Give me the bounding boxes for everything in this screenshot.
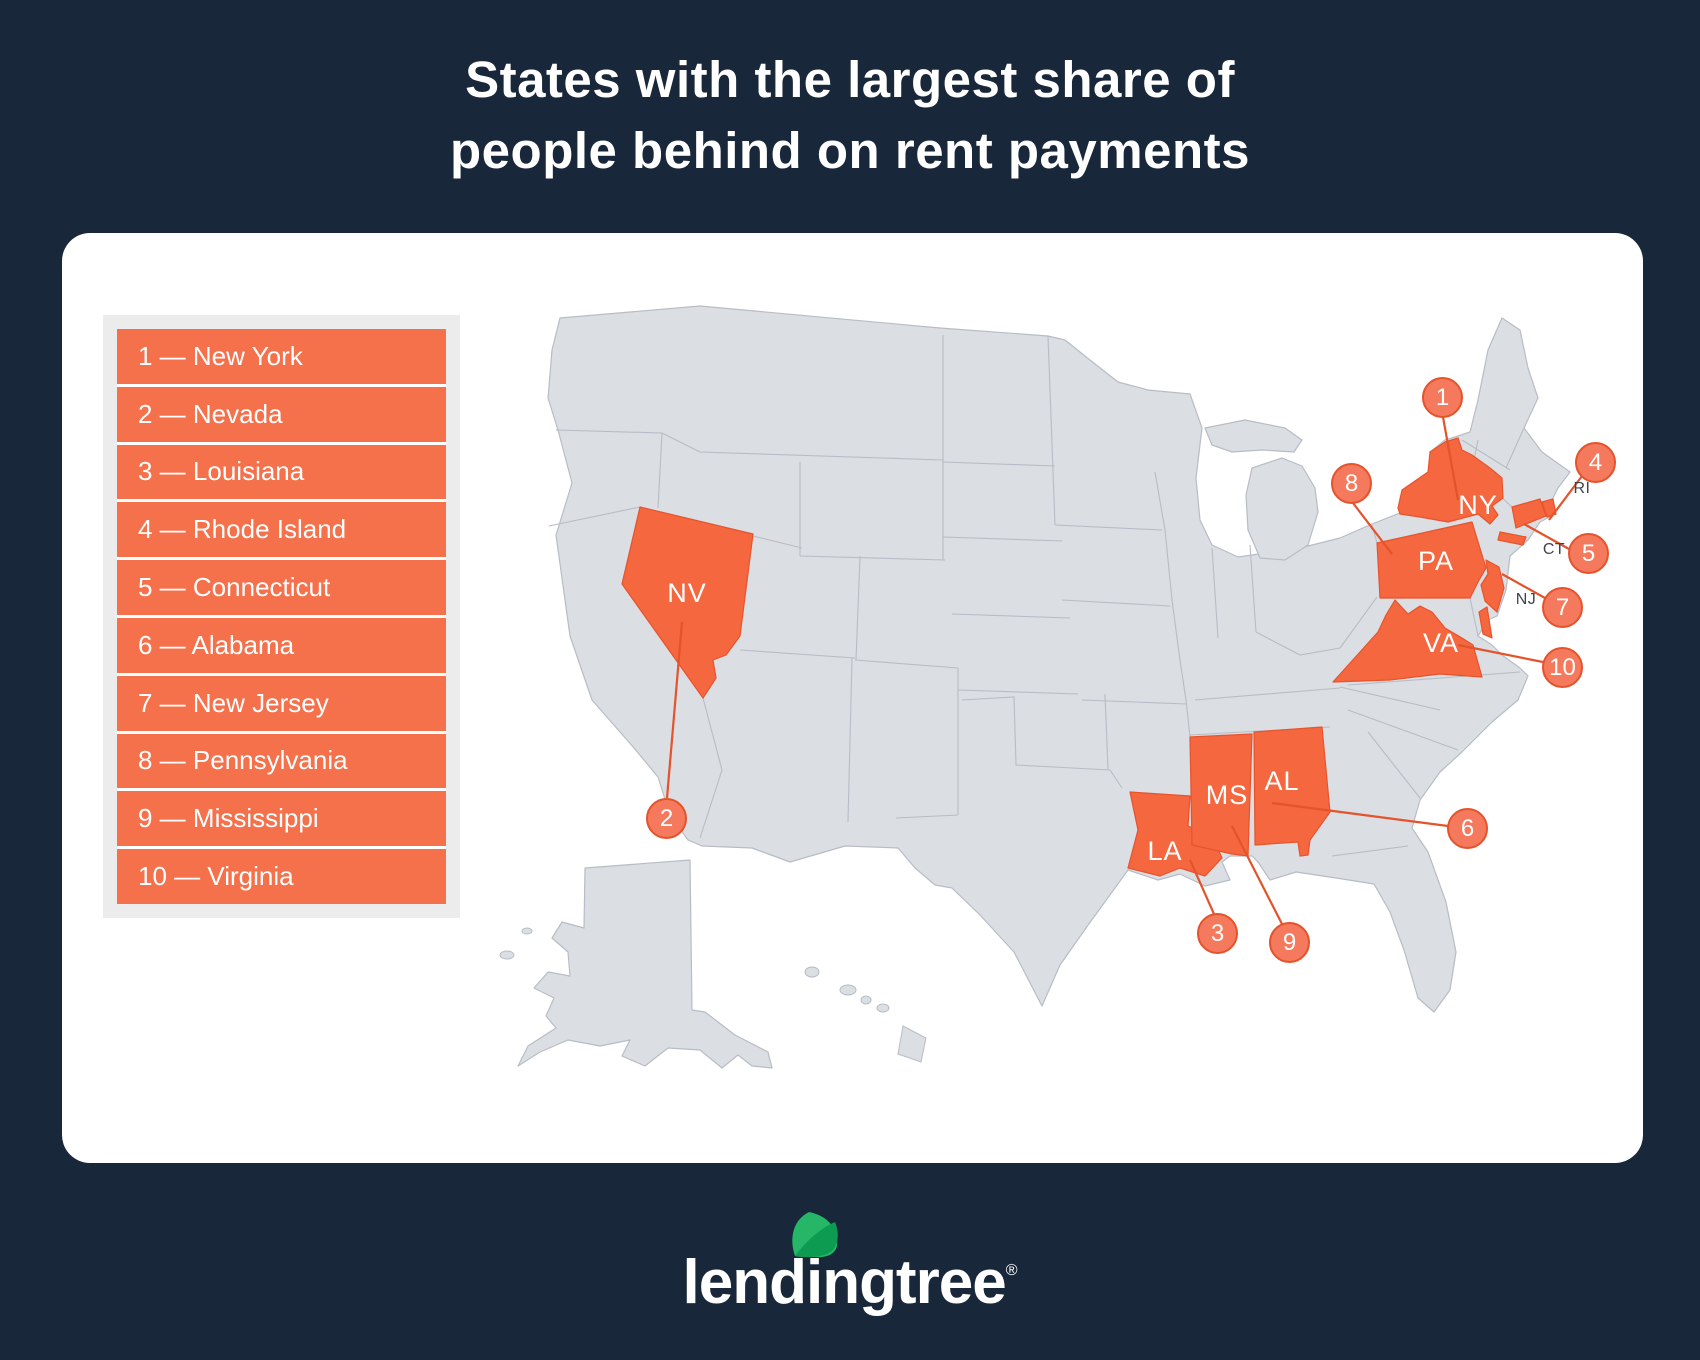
title-line-2: people behind on rent payments <box>450 122 1250 179</box>
state-alaska-shape <box>517 859 773 1069</box>
page-title: States with the largest share of people … <box>0 44 1700 186</box>
us-map: NV NY PA VA LA MS AL RI CT NJ <box>499 305 1591 1069</box>
state-label-nj: NJ <box>1516 591 1537 608</box>
lendingtree-logo: lendingtree® <box>0 1212 1700 1317</box>
rank-legend: 1 — New York 2 — Nevada 3 — Louisiana 4 … <box>103 315 460 918</box>
legend-item-10: 10 — Virginia <box>117 849 446 904</box>
marker-3: 3 <box>1197 913 1238 954</box>
state-label-pa: PA <box>1418 546 1454 576</box>
marker-4: 4 <box>1575 442 1616 483</box>
legend-item-3: 3 — Louisiana <box>117 444 446 503</box>
state-borders <box>548 335 1525 857</box>
legend-item-9: 9 — Mississippi <box>117 791 446 850</box>
us-mainland-shape <box>547 305 1571 1013</box>
leaf-icon <box>791 1212 838 1258</box>
legend-item-5: 5 — Connecticut <box>117 560 446 618</box>
title-line-1: States with the largest share of <box>465 51 1235 108</box>
state-new-jersey <box>1480 559 1505 613</box>
state-mississippi <box>1189 733 1253 857</box>
state-label-ri: RI <box>1574 480 1591 497</box>
legend-item-2: 2 — Nevada <box>117 386 446 445</box>
marker-9: 9 <box>1269 922 1310 963</box>
legend-item-8: 8 — Pennsylvania <box>117 733 446 792</box>
state-label-va: VA <box>1423 628 1459 658</box>
alaska-island <box>521 927 533 935</box>
state-label-ny: NY <box>1458 490 1498 520</box>
state-label-al: AL <box>1264 766 1299 796</box>
logo-wordmark: lendingtree <box>682 1248 1007 1317</box>
state-label-nv: NV <box>667 578 707 608</box>
marker-7: 7 <box>1542 587 1583 628</box>
marker-5: 5 <box>1568 533 1609 574</box>
state-nevada <box>621 506 754 699</box>
legend-item-6: 6 — Alabama <box>117 617 446 676</box>
marker-10: 10 <box>1542 647 1583 688</box>
state-michigan-shape <box>1204 419 1319 561</box>
state-label-ms: MS <box>1206 780 1249 810</box>
state-louisiana <box>1127 791 1223 877</box>
legend-item-1: 1 — New York <box>117 329 446 387</box>
state-connecticut <box>1511 498 1547 529</box>
state-rhode-island <box>1541 498 1557 518</box>
state-hawaii-shape <box>804 966 927 1063</box>
marker-2: 2 <box>646 798 687 839</box>
legend-item-7: 7 — New Jersey <box>117 675 446 734</box>
state-pennsylvania <box>1376 521 1487 599</box>
marker-6: 6 <box>1447 808 1488 849</box>
state-virginia <box>1332 599 1493 683</box>
legend-item-4: 4 — Rhode Island <box>117 502 446 561</box>
marker-leader-lines <box>665 416 1583 925</box>
registered-mark: ® <box>1005 1262 1018 1279</box>
marker-1: 1 <box>1422 377 1463 418</box>
state-label-la: LA <box>1147 836 1182 866</box>
state-new-york <box>1397 437 1527 546</box>
state-label-ct: CT <box>1543 541 1565 558</box>
alaska-island <box>499 950 515 960</box>
marker-8: 8 <box>1331 463 1372 504</box>
state-alabama <box>1253 726 1331 857</box>
